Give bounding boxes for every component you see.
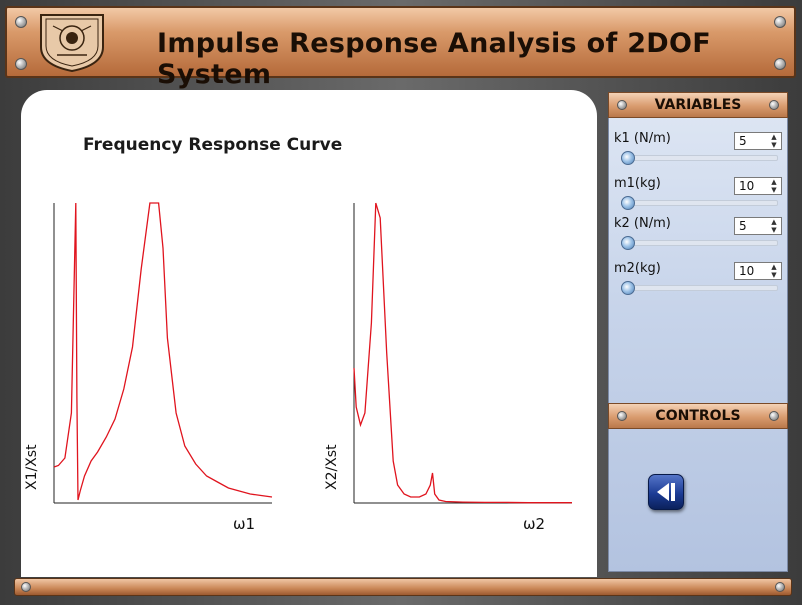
- m1-stepper[interactable]: 10 ▲ ▼: [734, 177, 782, 195]
- rivet-icon: [769, 100, 779, 110]
- chart-x2-series-line: [353, 202, 572, 504]
- chart-x1-y-label: X1/Xst: [24, 444, 40, 490]
- k2-stepper[interactable]: 5 ▲ ▼: [734, 217, 782, 235]
- plot-heading: Frequency Response Curve: [83, 135, 343, 155]
- rivet-icon: [774, 16, 786, 28]
- k1-label: k1 (N/m): [614, 131, 671, 146]
- variables-header: VARIABLES: [608, 92, 788, 118]
- controls-title: CONTROLS: [655, 408, 741, 424]
- rivet-icon: [617, 100, 627, 110]
- chart-x2-y-label: X2/Xst: [324, 444, 340, 490]
- rivet-icon: [774, 58, 786, 70]
- m1-slider-track[interactable]: [624, 200, 778, 206]
- page-title: Impulse Response Analysis of 2DOF System: [157, 28, 711, 90]
- controls-header: CONTROLS: [608, 403, 788, 429]
- spin-arrows-icon[interactable]: ▲ ▼: [771, 218, 777, 234]
- institute-logo-icon: [40, 14, 104, 73]
- k1-slider-track[interactable]: [624, 155, 778, 161]
- plot-panel: Frequency Response Curve ω1 X1/Xst ω2 X2…: [21, 90, 597, 577]
- spin-arrows-icon[interactable]: ▲ ▼: [771, 263, 777, 279]
- frequency-response-plots: ω1 X1/Xst ω2 X2/Xst: [24, 202, 572, 533]
- m1-slider-thumb[interactable]: [621, 196, 635, 210]
- k1-slider-thumb[interactable]: [621, 151, 635, 165]
- title-bar: Impulse Response Analysis of 2DOF System: [5, 6, 796, 90]
- side-panel: [608, 92, 788, 572]
- rivet-icon: [617, 411, 627, 421]
- m2-slider-track[interactable]: [624, 285, 778, 291]
- rivet-icon: [15, 58, 27, 70]
- variables-title: VARIABLES: [654, 97, 742, 113]
- m2-slider-thumb[interactable]: [621, 281, 635, 295]
- k1-stepper[interactable]: 5 ▲ ▼: [734, 132, 782, 150]
- rivet-icon: [15, 16, 27, 28]
- k2-slider-thumb[interactable]: [621, 236, 635, 250]
- k2-label: k2 (N/m): [614, 216, 671, 231]
- chart-x1-series-line: [53, 202, 273, 501]
- rivet-icon: [21, 582, 31, 592]
- rivet-icon: [775, 582, 785, 592]
- rivet-icon: [769, 411, 779, 421]
- m2-label: m2(kg): [614, 261, 661, 276]
- m1-value: 10: [739, 179, 755, 193]
- m2-stepper[interactable]: 10 ▲ ▼: [734, 262, 782, 280]
- chart-x1-x-label: ω1: [233, 515, 255, 533]
- m1-label: m1(kg): [614, 176, 661, 191]
- step-back-icon: [657, 483, 675, 501]
- chart-x2-x-label: ω2: [523, 515, 545, 533]
- bottom-bar: [14, 578, 792, 596]
- k1-value: 5: [739, 134, 747, 148]
- spin-arrows-icon[interactable]: ▲ ▼: [771, 133, 777, 149]
- m2-value: 10: [739, 264, 755, 278]
- k2-value: 5: [739, 219, 747, 233]
- k2-slider-track[interactable]: [624, 240, 778, 246]
- step-back-button[interactable]: [648, 474, 684, 510]
- chart-x1: ω1 X1/Xst: [24, 202, 273, 533]
- spin-arrows-icon[interactable]: ▲ ▼: [771, 178, 777, 194]
- chart-x2: ω2 X2/Xst: [324, 202, 572, 533]
